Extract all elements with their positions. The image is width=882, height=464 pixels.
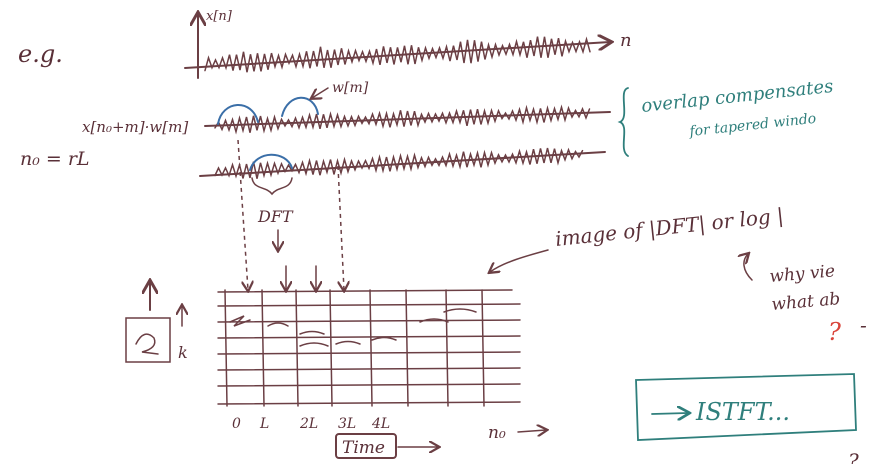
- time-tick-label: 3L: [338, 416, 356, 432]
- grid-line: [406, 290, 408, 406]
- time-tick-label: 2L: [299, 416, 318, 432]
- example-label: e.g.: [18, 40, 63, 68]
- signal-label: x[n]: [206, 9, 233, 24]
- n-axis-arrow: [518, 430, 546, 432]
- grid-line: [296, 290, 298, 406]
- istft-arrow: [652, 413, 688, 414]
- overlap-note: for tapered windo: [688, 111, 817, 140]
- overlap-note: overlap compensates: [640, 76, 834, 117]
- window-arrow: [312, 88, 328, 98]
- grid-line: [482, 290, 484, 406]
- spectrogram-marks: [230, 309, 476, 346]
- grid-line: [370, 290, 372, 406]
- window-bump: [282, 98, 318, 116]
- image-arrow: [490, 250, 548, 272]
- time-tick-label: 4L: [371, 416, 390, 432]
- time-tick-label: 0: [232, 416, 241, 432]
- window-label: w[m]: [332, 80, 369, 96]
- question-note: what ab: [771, 289, 841, 315]
- dashed-arrow: [338, 166, 344, 290]
- dft-brace: [252, 178, 292, 194]
- time-label: Time: [342, 438, 385, 458]
- question-mark: ?: [828, 318, 841, 346]
- freq-glyph: [136, 334, 158, 354]
- grid-line: [330, 290, 332, 406]
- hop-label: n₀ = rL: [20, 148, 90, 170]
- question-arrow: [744, 254, 752, 280]
- spectrogram-grid: [218, 290, 520, 406]
- istft-label: ISTFT...: [695, 398, 790, 426]
- dft-label: DFT: [257, 207, 294, 226]
- windowed-wave: [215, 107, 590, 133]
- freq-box: [126, 318, 170, 362]
- signal-axis-label: n: [620, 30, 632, 51]
- n-axis-label: n₀: [488, 423, 506, 443]
- grid-line: [225, 290, 227, 406]
- question-note: why vie: [769, 261, 836, 287]
- grid-line: [218, 320, 520, 322]
- grid-line: [446, 290, 448, 406]
- windowed-wave: [215, 148, 583, 179]
- window-bump: [250, 155, 292, 170]
- whiteboard: e.g. x[n] n w[m] x[n₀+m]·w[m] n₀ = rL ov…: [0, 0, 882, 464]
- grid-line: [262, 290, 264, 406]
- time-tick-label: L: [259, 416, 269, 432]
- product-label: x[n₀+m]·w[m]: [82, 118, 188, 136]
- brace: [620, 88, 628, 156]
- corner-mark: ?: [848, 449, 859, 464]
- question-dash: -: [860, 313, 867, 337]
- freq-label: k: [178, 343, 188, 362]
- grid-line: [218, 304, 520, 306]
- image-note: image of |DFT| or log |: [554, 203, 785, 252]
